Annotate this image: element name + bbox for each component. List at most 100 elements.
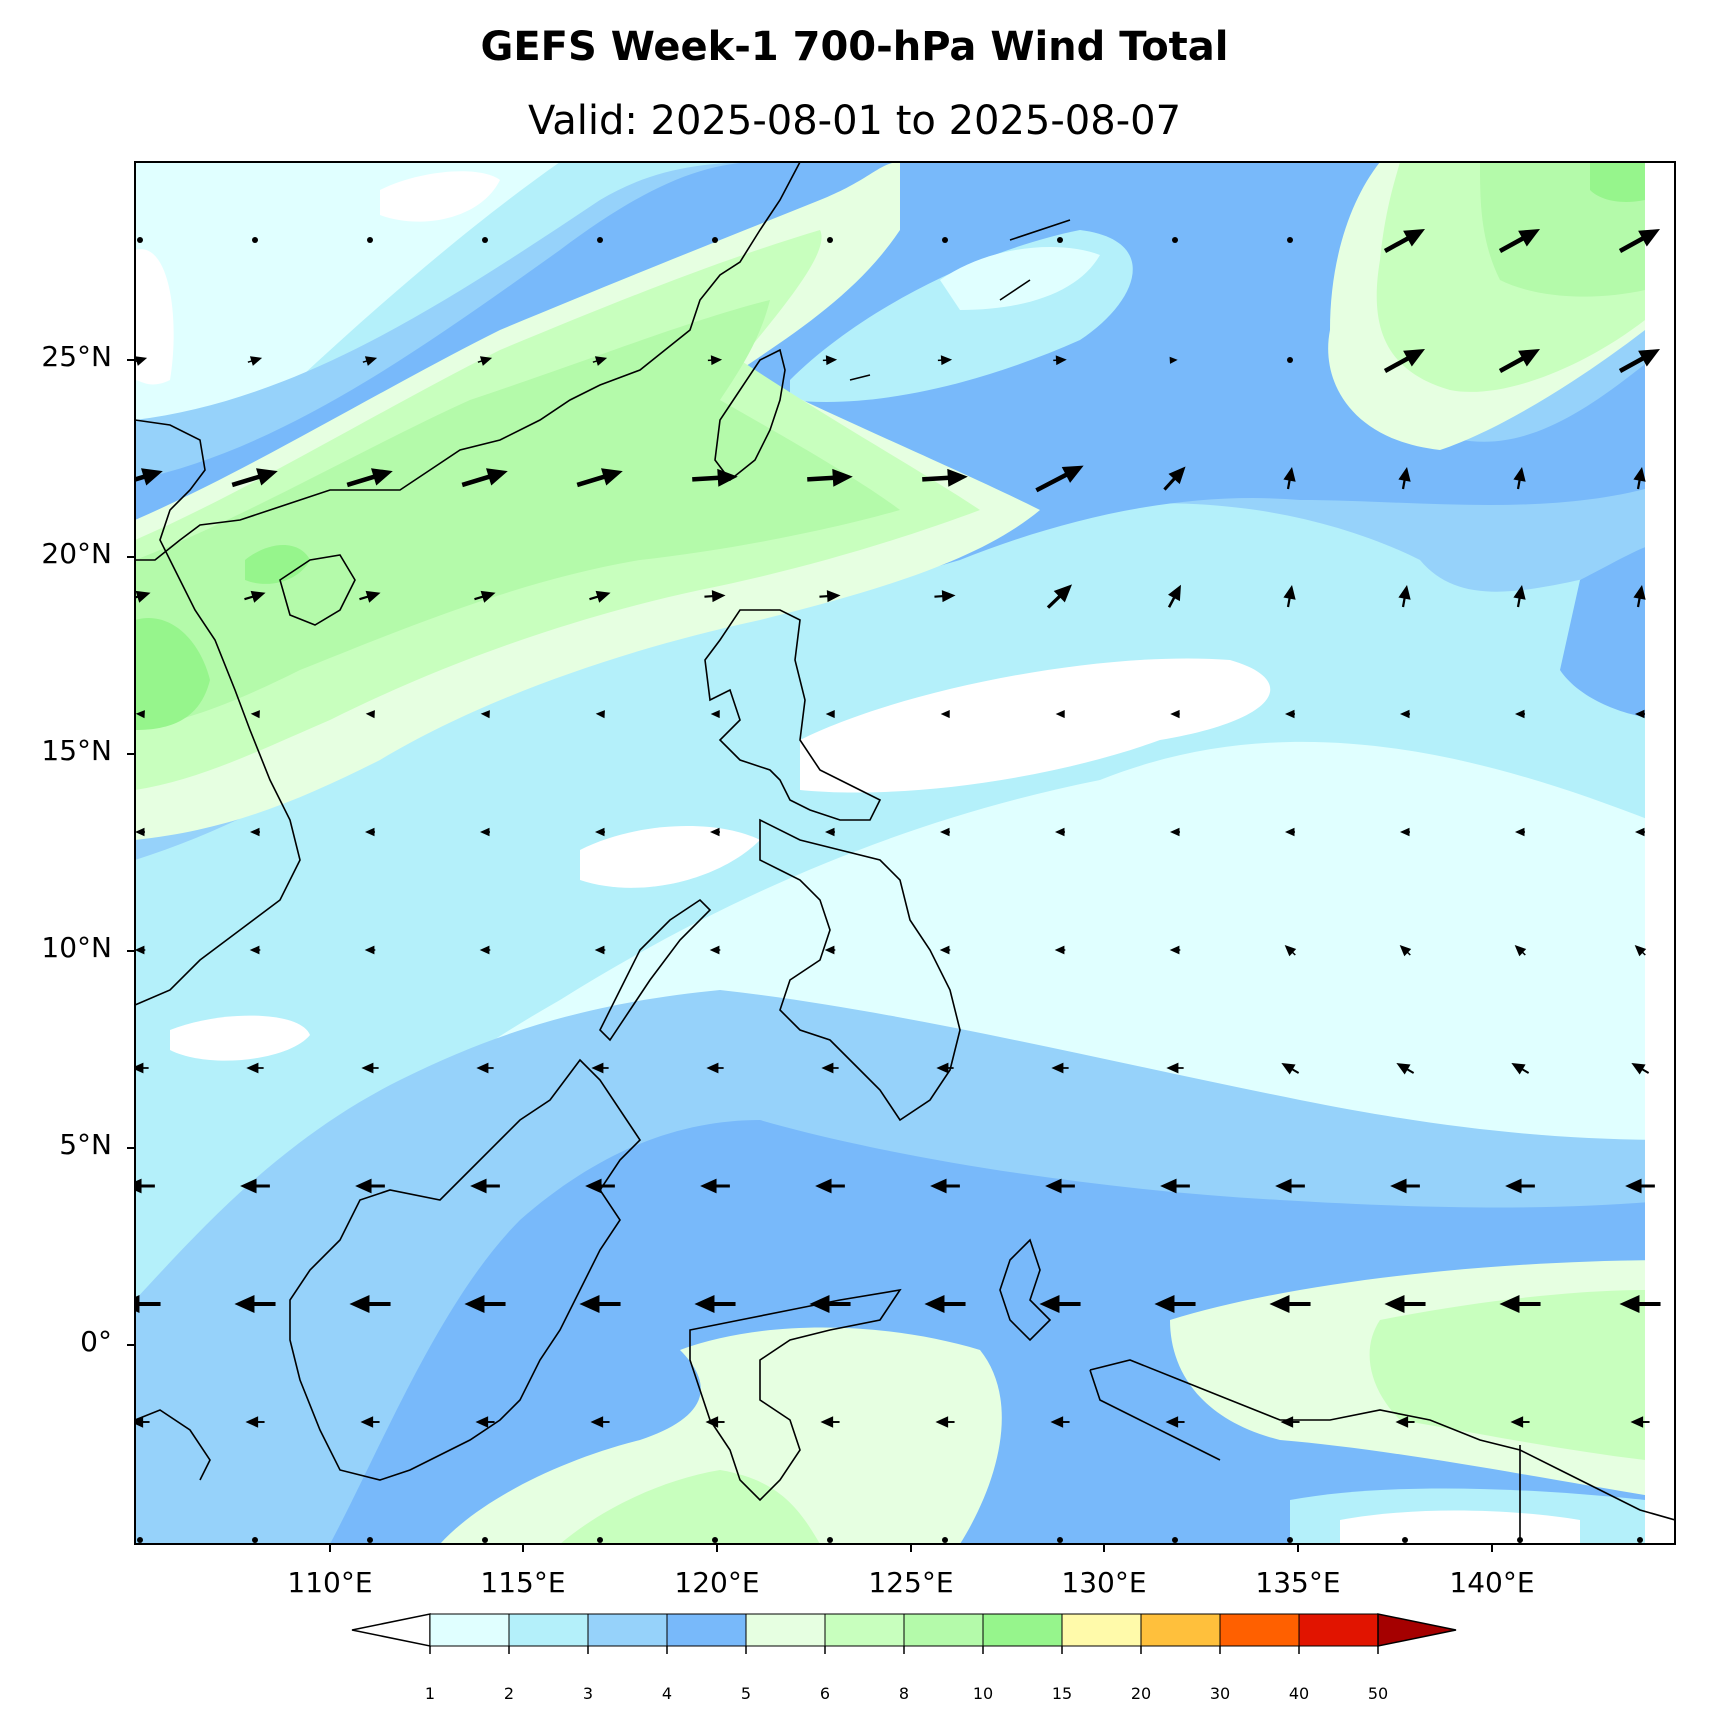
lon-label-120e: 120°E: [674, 1566, 760, 1599]
wind-vector: [585, 1178, 615, 1194]
wind-vector: [1513, 585, 1526, 608]
wind-vector: [240, 1178, 270, 1194]
wind-vector: [1057, 1537, 1063, 1543]
wind-vector: [1505, 1178, 1535, 1194]
wind-vector: [135, 356, 148, 366]
wind-vectors: [135, 229, 1661, 1543]
wind-vector: [694, 1295, 736, 1313]
wind-vector: [822, 355, 838, 366]
contour-lt1-center: [800, 658, 1271, 793]
wind-vector: [1160, 1178, 1190, 1194]
wind-vector: [1051, 1062, 1069, 1074]
wind-vector: [1054, 827, 1066, 837]
wind-vector: [939, 945, 951, 955]
contour-10-15-hn: [245, 545, 310, 584]
wind-vector: [1287, 237, 1293, 243]
wind-vector: [250, 710, 260, 719]
wind-vector: [1384, 1295, 1426, 1313]
wind-vector: [1631, 1063, 1650, 1075]
wind-vector: [597, 1537, 603, 1543]
wind-vector: [364, 945, 376, 955]
wind-vector: [1510, 1416, 1530, 1428]
coast-newguinea: [1089, 1359, 1675, 1521]
colorbar-bin: [429, 1613, 510, 1647]
colorbar-bin: [824, 1613, 905, 1647]
wind-vector: [922, 468, 968, 487]
wind-vector: [231, 468, 278, 488]
wind-vector: [234, 1295, 276, 1313]
wind-vector: [355, 1178, 385, 1194]
coast-vietnam: [135, 419, 301, 1006]
wind-vector: [1514, 709, 1526, 719]
colorbar-bin: [508, 1613, 589, 1647]
wind-vector: [1163, 466, 1186, 491]
map-subtitle: Valid: 2025-08-01 to 2025-08-07: [527, 98, 1182, 144]
wind-vector: [360, 1416, 380, 1428]
wind-vector: [1169, 827, 1181, 837]
wind-vector: [252, 237, 258, 243]
wind-vector: [1634, 827, 1646, 837]
colorbar-bin: [666, 1613, 747, 1647]
wind-vector: [942, 1537, 948, 1543]
wind-vector: [135, 945, 146, 955]
colorbar-tick-label: 8: [898, 1684, 910, 1703]
wind-vector: [579, 1295, 621, 1313]
wind-vector: [704, 590, 726, 603]
wind-vector: [249, 827, 261, 837]
contour-lt1-center2: [580, 826, 760, 888]
wind-vector: [1057, 237, 1063, 243]
wind-vector: [1035, 465, 1084, 493]
map-title: GEFS Week-1 700-hPa Wind Total: [480, 24, 1229, 70]
wind-vector: [709, 945, 721, 955]
wind-vector: [252, 1537, 258, 1543]
wind-vector: [474, 590, 496, 603]
lon-label-135e: 135°E: [1255, 1566, 1341, 1599]
wind-vector: [361, 1062, 379, 1074]
wind-vector: [362, 356, 378, 366]
wind-vector: [937, 355, 953, 366]
wind-vector: [461, 468, 508, 488]
wind-vector: [349, 1295, 391, 1313]
wind-vector: [1514, 945, 1527, 957]
colorbar-tick-label: 40: [1288, 1684, 1310, 1703]
wind-vector: [1395, 1416, 1415, 1428]
wind-vector: [1633, 467, 1646, 490]
wind-vector: [1383, 349, 1425, 373]
wind-vector: [809, 1295, 851, 1313]
contour-6-8-sulawesi: [560, 1470, 820, 1544]
colorbar-under-triangle: [351, 1613, 431, 1647]
colorbar-tick-label: 2: [503, 1684, 515, 1703]
wind-vector: [709, 827, 721, 837]
colorbar-bin: [745, 1613, 826, 1647]
wind-vector: [477, 356, 493, 366]
wind-vector: [705, 1416, 725, 1428]
wind-vector: [479, 827, 491, 837]
coast-hainan: [279, 554, 356, 626]
wind-vector: [246, 1062, 264, 1074]
lon-label-125e: 125°E: [868, 1566, 954, 1599]
plot-frame: [134, 161, 1676, 1545]
wind-vector: [594, 827, 606, 837]
wind-vector: [807, 468, 853, 487]
wind-vector: [1284, 827, 1296, 837]
wind-vector: [359, 590, 381, 603]
wind-vector: [1055, 709, 1065, 719]
wind-vector: [825, 709, 835, 719]
wind-vector: [1275, 1178, 1305, 1194]
wind-vector: [1619, 1295, 1661, 1313]
wind-vector: [1390, 1178, 1420, 1194]
coast-okinawa: [849, 219, 1071, 381]
wind-vector: [364, 827, 376, 837]
coast-china: [135, 162, 801, 561]
lat-label-25n: 25°N: [41, 340, 112, 373]
wind-vector: [821, 1062, 839, 1074]
contour-6-8-south: [1369, 1290, 1645, 1460]
wind-vector: [1634, 945, 1647, 957]
lon-label-110e: 110°E: [287, 1566, 373, 1599]
wind-vector: [135, 1416, 150, 1428]
wind-vector: [1625, 1178, 1655, 1194]
colorbar-tick-label: 4: [661, 1684, 673, 1703]
wind-vector: [1513, 467, 1526, 490]
wind-vector: [476, 1062, 494, 1074]
